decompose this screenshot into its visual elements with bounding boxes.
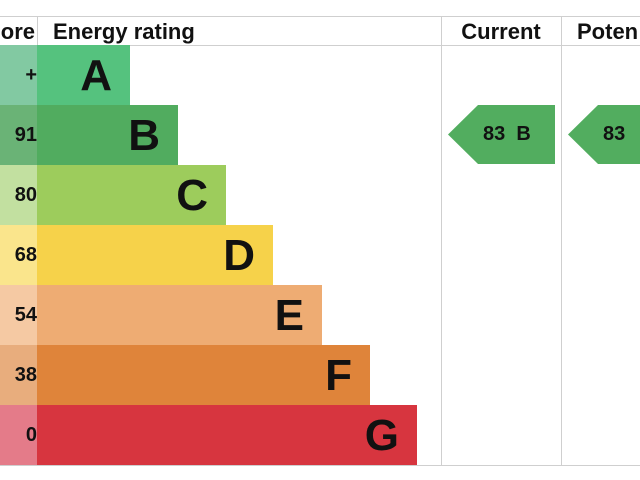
divider [0, 16, 640, 17]
current-letter: B [516, 123, 531, 145]
score-cell: 38 [0, 345, 37, 405]
score-cell: 91 [0, 105, 37, 165]
rating-bar: E [37, 285, 322, 345]
rating-header: Energy rating [53, 19, 195, 44]
divider [0, 45, 640, 46]
rating-bar: A [37, 45, 130, 105]
rating-bar: F [37, 345, 370, 405]
score-cell: 80 [0, 165, 37, 225]
current-header: Current [461, 19, 541, 44]
rating-bar: B [37, 105, 178, 165]
rating-bar: G [37, 405, 417, 465]
rating-letter: E [274, 291, 304, 340]
score-cell: 54 [0, 285, 37, 345]
rating-bar: D [37, 225, 273, 285]
current-rating: 83 B [483, 104, 531, 164]
score-cell: 0 [0, 405, 37, 465]
divider [441, 16, 442, 465]
divider [561, 16, 562, 465]
score-cell: 68 [0, 225, 37, 285]
potential-arrow [568, 105, 640, 164]
rating-letter: A [80, 51, 112, 100]
potential-score: 83 [603, 123, 626, 145]
score-header: ore [0, 19, 35, 44]
current-arrow [448, 105, 555, 164]
score-cell: + [0, 45, 37, 105]
rating-bar: C [37, 165, 226, 225]
rating-letter: C [176, 171, 208, 220]
rating-letter: B [128, 111, 160, 160]
potential-header: Poten [577, 19, 639, 44]
rating-letter: G [364, 411, 399, 460]
rating-letter: D [223, 231, 255, 280]
current-score: 83 [483, 123, 506, 145]
rating-letter: F [325, 351, 352, 400]
divider [0, 465, 640, 466]
